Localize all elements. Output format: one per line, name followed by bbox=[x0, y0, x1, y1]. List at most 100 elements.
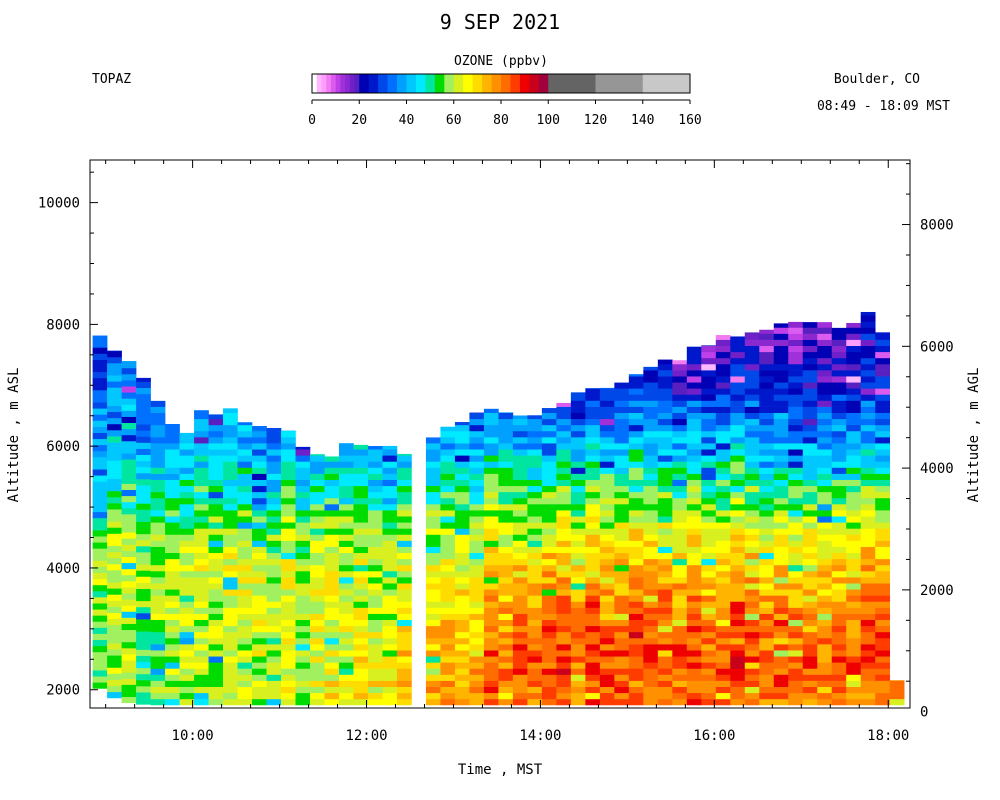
heatmap-cell bbox=[92, 347, 108, 354]
heatmap-cell bbox=[150, 668, 166, 675]
heatmap-cell bbox=[715, 619, 731, 627]
heatmap-cell bbox=[744, 680, 760, 687]
heatmap-cell bbox=[744, 516, 760, 523]
heatmap-cell bbox=[744, 357, 760, 365]
heatmap-cell bbox=[628, 473, 644, 480]
heatmap-cell bbox=[266, 552, 282, 560]
heatmap-cell bbox=[730, 388, 746, 395]
heatmap-cell bbox=[643, 473, 659, 480]
heatmap-cell bbox=[310, 479, 325, 487]
heatmap-cell bbox=[425, 558, 441, 566]
heatmap-cell bbox=[846, 631, 862, 639]
heatmap-cell bbox=[150, 692, 166, 700]
heatmap-cell bbox=[252, 528, 267, 535]
heatmap-cell bbox=[759, 504, 775, 511]
heatmap-cell bbox=[759, 497, 775, 505]
heatmap-cell bbox=[469, 644, 485, 651]
heatmap-cell bbox=[875, 698, 891, 706]
heatmap-cell bbox=[266, 455, 282, 462]
heatmap-cell bbox=[802, 322, 818, 328]
heatmap-cell bbox=[715, 534, 731, 541]
heatmap-cell bbox=[860, 510, 876, 517]
heatmap-cell bbox=[440, 540, 456, 547]
heatmap-cell bbox=[802, 406, 818, 413]
heatmap-cell bbox=[353, 637, 369, 645]
heatmap-cell bbox=[121, 453, 137, 460]
heatmap-cell bbox=[483, 443, 499, 450]
heatmap-cell bbox=[512, 424, 528, 432]
heatmap-cell bbox=[295, 595, 311, 602]
heatmap-cell bbox=[440, 497, 456, 505]
heatmap-cell bbox=[425, 510, 441, 517]
heatmap-cell bbox=[179, 668, 195, 675]
heatmap-cell bbox=[628, 497, 644, 505]
heatmap-cell bbox=[92, 584, 108, 592]
heatmap-cell bbox=[585, 540, 601, 547]
heatmap-cell bbox=[541, 625, 557, 633]
heatmap-cell bbox=[585, 473, 601, 480]
heatmap-cell bbox=[266, 631, 282, 639]
heatmap-cell bbox=[686, 552, 702, 560]
heatmap-cell bbox=[686, 351, 702, 359]
heatmap-cell bbox=[541, 430, 557, 438]
heatmap-cell bbox=[396, 631, 412, 639]
heatmap-cell bbox=[194, 424, 209, 432]
heatmap-cell bbox=[773, 473, 789, 480]
heatmap-cell bbox=[686, 607, 702, 614]
heatmap-cell bbox=[107, 484, 122, 492]
heatmap-cell bbox=[759, 564, 775, 572]
heatmap-cell bbox=[469, 437, 485, 444]
heatmap-cell bbox=[223, 631, 238, 639]
heatmap-cell bbox=[643, 692, 659, 700]
heatmap-cell bbox=[353, 552, 369, 560]
heatmap-cell bbox=[136, 533, 151, 541]
heatmap-cell bbox=[599, 607, 615, 614]
heatmap-cell bbox=[570, 516, 586, 523]
heatmap-cell bbox=[759, 674, 775, 681]
heatmap-cell bbox=[194, 564, 209, 572]
heatmap-cell bbox=[92, 676, 108, 683]
heatmap-cell bbox=[425, 571, 441, 578]
heatmap-cell bbox=[483, 595, 499, 602]
heatmap-cell bbox=[599, 504, 615, 511]
heatmap-cell bbox=[570, 650, 586, 657]
heatmap-cell bbox=[773, 589, 789, 596]
heatmap-cell bbox=[541, 571, 557, 578]
heatmap-cell bbox=[266, 601, 282, 608]
heatmap-cell bbox=[483, 650, 499, 657]
heatmap-cell bbox=[266, 522, 282, 529]
heatmap-cell bbox=[614, 631, 630, 639]
heatmap-cell bbox=[382, 607, 398, 614]
heatmap-cell bbox=[425, 650, 441, 657]
heatmap-cell bbox=[223, 504, 238, 511]
heatmap-cell bbox=[831, 516, 847, 523]
heatmap-cell bbox=[759, 382, 775, 389]
heatmap-cell bbox=[614, 583, 630, 590]
heatmap-cell bbox=[788, 680, 804, 687]
heatmap-cell bbox=[367, 577, 383, 584]
heatmap-cell bbox=[614, 650, 630, 657]
heatmap-cell bbox=[875, 479, 891, 487]
heatmap-cell bbox=[483, 686, 499, 694]
heatmap-cell bbox=[208, 491, 224, 499]
heatmap-cell bbox=[802, 698, 818, 706]
heatmap-cell bbox=[686, 613, 702, 621]
heatmap-cell bbox=[136, 619, 151, 626]
heatmap-cell bbox=[92, 572, 108, 580]
heatmap-cell bbox=[802, 680, 818, 687]
heatmap-cell bbox=[165, 583, 180, 590]
heatmap-cell bbox=[469, 510, 485, 517]
heatmap-cell bbox=[599, 424, 615, 432]
heatmap-cell bbox=[266, 564, 282, 572]
heatmap-cell bbox=[512, 485, 528, 493]
heatmap-cell bbox=[614, 644, 630, 651]
heatmap-cell bbox=[165, 522, 180, 529]
heatmap-cell bbox=[498, 510, 514, 517]
heatmap-cell bbox=[599, 613, 615, 621]
heatmap-cell bbox=[773, 455, 789, 462]
heatmap-cell bbox=[686, 522, 702, 529]
heatmap-cell bbox=[136, 600, 151, 608]
heatmap-cell bbox=[570, 644, 586, 651]
heatmap-cell bbox=[194, 479, 209, 487]
heatmap-cell bbox=[759, 522, 775, 529]
